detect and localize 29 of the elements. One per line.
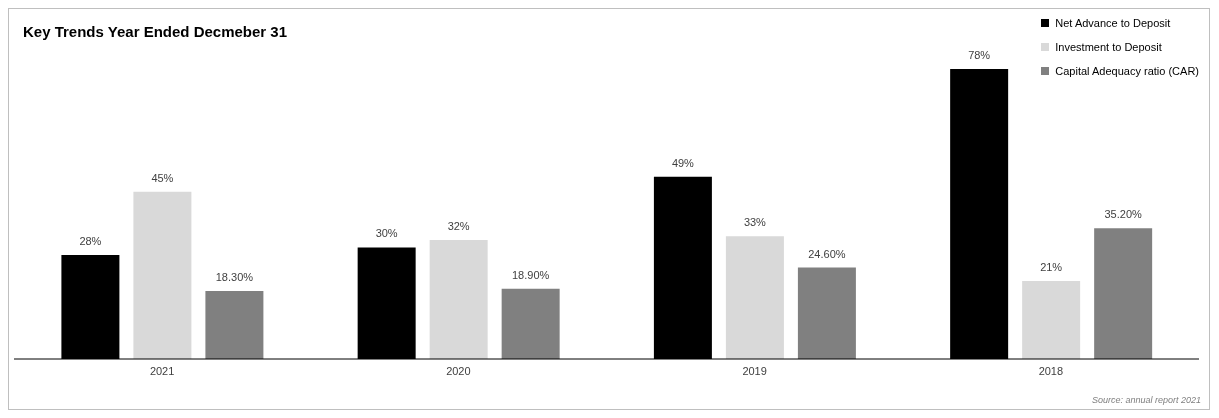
data-label: 30% (375, 227, 398, 240)
data-label: 49% (671, 156, 695, 169)
bar (429, 240, 488, 359)
data-label: 21% (1040, 260, 1063, 273)
data-label: 32% (447, 220, 470, 233)
legend-label: Net Advance to Deposit (1055, 17, 1171, 29)
bar (1022, 280, 1081, 359)
data-label: 35.20% (1104, 208, 1143, 221)
x-tick-label: 2018 (1038, 364, 1064, 377)
bar (133, 191, 192, 359)
chart-title: Key Trends Year Ended Decmeber 31 (23, 23, 288, 40)
bar (501, 288, 560, 359)
bar (1094, 228, 1153, 359)
bar (205, 290, 264, 359)
legend-label: Capital Adequacy ratio (CAR) (1055, 65, 1199, 77)
data-label: 45% (151, 171, 174, 184)
data-label: 78% (968, 49, 991, 61)
data-label: 28% (79, 234, 102, 247)
source-note: Source: annual report 2021 (1091, 395, 1201, 405)
x-tick-label: 2020 (446, 364, 471, 377)
x-tick-label: 2021 (149, 364, 175, 377)
data-label: 18.30% (215, 270, 254, 283)
legend-label: Investment to Deposit (1055, 41, 1162, 53)
data-label: 24.60% (808, 247, 846, 260)
bar (797, 267, 856, 359)
x-tick-label: 2019 (742, 364, 767, 377)
bar (725, 236, 784, 359)
data-label: 18.90% (511, 268, 550, 281)
data-label: 33% (743, 216, 767, 229)
